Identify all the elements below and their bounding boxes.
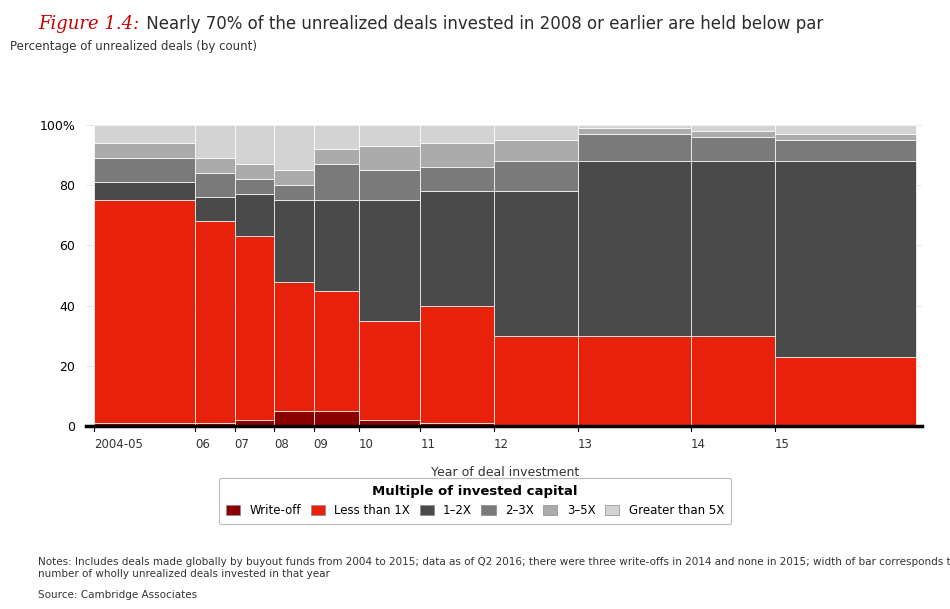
Bar bbox=[314, 149, 358, 164]
Text: Year of deal investment: Year of deal investment bbox=[430, 465, 580, 479]
Bar bbox=[494, 125, 579, 140]
Bar bbox=[196, 125, 235, 158]
Bar bbox=[494, 140, 579, 161]
Text: 08: 08 bbox=[275, 438, 289, 451]
Bar bbox=[579, 336, 691, 426]
Bar bbox=[691, 161, 775, 336]
Bar bbox=[358, 200, 421, 321]
Bar bbox=[579, 161, 691, 336]
Bar bbox=[358, 170, 421, 200]
Text: Source: Cambridge Associates: Source: Cambridge Associates bbox=[38, 590, 198, 599]
Text: 14: 14 bbox=[691, 438, 706, 451]
Bar bbox=[494, 191, 579, 336]
Bar bbox=[421, 306, 494, 423]
Text: Nearly 70% of the unrealized deals invested in 2008 or earlier are held below pa: Nearly 70% of the unrealized deals inves… bbox=[141, 15, 823, 33]
Text: Percentage of unrealized deals (by count): Percentage of unrealized deals (by count… bbox=[10, 40, 257, 52]
Bar bbox=[579, 134, 691, 161]
Bar bbox=[275, 411, 314, 426]
Bar bbox=[235, 194, 275, 236]
Bar bbox=[775, 134, 916, 140]
Bar bbox=[358, 125, 421, 146]
Text: Notes: Includes deals made globally by buyout funds from 2004 to 2015; data as o: Notes: Includes deals made globally by b… bbox=[38, 557, 950, 579]
Text: 13: 13 bbox=[579, 438, 593, 451]
Bar bbox=[235, 236, 275, 420]
Bar bbox=[196, 173, 235, 197]
Bar bbox=[314, 125, 358, 149]
Bar bbox=[235, 125, 275, 164]
Bar bbox=[421, 191, 494, 306]
Bar bbox=[235, 164, 275, 179]
Text: 06: 06 bbox=[196, 438, 210, 451]
Bar bbox=[314, 290, 358, 411]
Bar bbox=[421, 125, 494, 143]
Text: 09: 09 bbox=[314, 438, 329, 451]
Text: 12: 12 bbox=[494, 438, 508, 451]
Bar bbox=[235, 179, 275, 194]
Bar bbox=[94, 125, 196, 143]
Bar bbox=[94, 143, 196, 158]
Legend: Write-off, Less than 1X, 1–2X, 2–3X, 3–5X, Greater than 5X: Write-off, Less than 1X, 1–2X, 2–3X, 3–5… bbox=[219, 478, 731, 524]
Bar bbox=[94, 182, 196, 200]
Bar bbox=[94, 423, 196, 426]
Bar bbox=[196, 197, 235, 221]
Text: 07: 07 bbox=[235, 438, 250, 451]
Bar bbox=[691, 336, 775, 426]
Bar bbox=[235, 420, 275, 426]
Bar bbox=[775, 140, 916, 161]
Bar bbox=[691, 137, 775, 161]
Bar bbox=[421, 143, 494, 167]
Text: 15: 15 bbox=[775, 438, 790, 451]
Bar bbox=[358, 420, 421, 426]
Bar bbox=[421, 423, 494, 426]
Bar bbox=[314, 411, 358, 426]
Bar bbox=[775, 125, 916, 134]
Bar bbox=[196, 221, 235, 423]
Bar bbox=[775, 161, 916, 357]
Bar bbox=[314, 164, 358, 200]
Bar bbox=[275, 170, 314, 185]
Bar bbox=[579, 125, 691, 128]
Bar bbox=[94, 200, 196, 423]
Bar bbox=[691, 131, 775, 137]
Text: 10: 10 bbox=[358, 438, 373, 451]
Bar bbox=[358, 321, 421, 420]
Bar bbox=[196, 158, 235, 173]
Bar bbox=[275, 125, 314, 170]
Bar bbox=[494, 336, 579, 426]
Text: Figure 1.4:: Figure 1.4: bbox=[38, 15, 140, 33]
Bar bbox=[94, 158, 196, 182]
Bar bbox=[196, 423, 235, 426]
Bar bbox=[275, 185, 314, 200]
Bar bbox=[579, 128, 691, 134]
Bar bbox=[275, 200, 314, 281]
Bar bbox=[314, 200, 358, 290]
Bar bbox=[775, 357, 916, 426]
Bar bbox=[358, 146, 421, 170]
Bar bbox=[494, 161, 579, 191]
Bar bbox=[275, 281, 314, 411]
Bar bbox=[421, 167, 494, 191]
Bar bbox=[691, 125, 775, 131]
Text: 2004-05: 2004-05 bbox=[94, 438, 142, 451]
Text: 11: 11 bbox=[421, 438, 435, 451]
